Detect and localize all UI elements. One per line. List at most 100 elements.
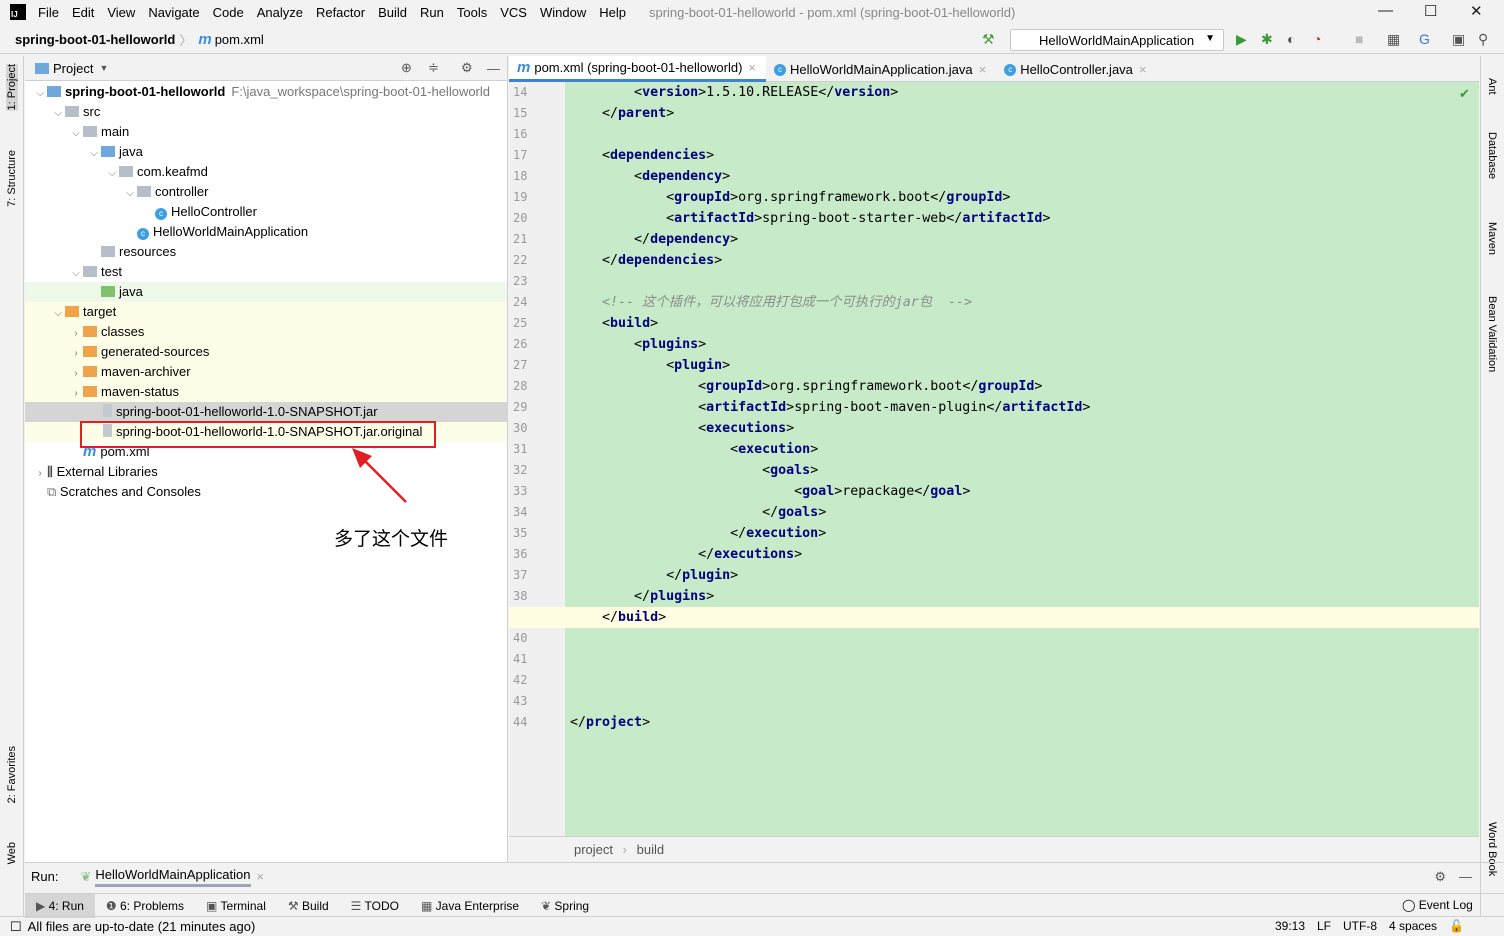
menu-refactor[interactable]: Refactor [315,4,366,20]
tree-item[interactable]: spring-boot-01-helloworld-1.0-SNAPSHOT.j… [25,402,507,422]
tab-helloworldmainapplication.java[interactable]: c HelloWorldMainApplication.java × [766,56,996,82]
chevron-right-icon[interactable]: › [38,468,42,479]
menu-run[interactable]: Run [420,4,444,20]
menu-window[interactable]: Window [539,4,587,20]
chevron-down-icon[interactable]: ⌵ [54,308,62,319]
tool-structure[interactable]: 7: Structure [6,150,18,207]
code-line[interactable]: </parent> [602,106,675,121]
tool-project[interactable]: 1: Project [6,64,18,111]
chevron-right-icon[interactable]: › [74,388,78,399]
chevron-down-icon[interactable]: ⌵ [72,128,80,139]
code-line[interactable]: </dependency> [634,232,739,247]
code-line[interactable]: </plugin> [666,568,739,583]
lock-icon[interactable]: 🔓 [1449,919,1464,933]
chevron-down-icon[interactable]: ⌵ [54,108,62,119]
chevron-right-icon[interactable]: › [74,368,78,379]
tree-item[interactable]: › maven-status [25,382,507,402]
tree-item[interactable]: resources [25,242,507,262]
code-line[interactable]: <groupId>org.springframework.boot</group… [666,190,1011,205]
code-line[interactable]: <plugins> [634,337,707,352]
breadcrumb-project[interactable]: spring-boot-01-helloworld [15,32,176,47]
chevron-right-icon[interactable]: › [74,328,78,339]
coverage-icon[interactable]: ◐ [1287,31,1296,47]
build-hammer-icon[interactable]: ⚒ [982,31,995,47]
crumb-build[interactable]: build [636,842,665,857]
tool-window-problems[interactable]: ❶ 6: Problems [95,894,195,918]
menu-vcs[interactable]: VCS [500,4,527,20]
tool-window-run[interactable]: ▶ 4: Run [25,893,95,918]
code-line[interactable]: <goals> [762,463,819,478]
collapse-all-icon[interactable]: ≑ [428,60,439,75]
chevron-down-icon[interactable]: ⌵ [72,268,80,279]
tree-item[interactable]: ⌵ src [25,102,507,122]
tree-item[interactable]: › generated-sources [25,342,507,362]
tree-item[interactable]: ⌵ java [25,142,507,162]
tool-window-todo[interactable]: ☰ TODO [340,894,410,918]
tool-ant[interactable]: Ant [1486,78,1498,95]
close-icon[interactable]: × [256,869,265,884]
code-line[interactable]: <!-- 这个插件，可以将应用打包成一个可执行的jar包 --> [570,295,973,310]
code-line[interactable]: </goals> [762,505,827,520]
tree-item[interactable]: java [25,282,507,302]
tool-web[interactable]: Web [6,842,18,865]
code-line[interactable]: <plugin> [666,358,731,373]
chevron-down-icon[interactable]: ▼ [99,63,109,73]
menu-navigate[interactable]: Navigate [148,4,200,20]
chevron-right-icon[interactable]: › [74,348,78,359]
code-line[interactable]: </execution> [730,526,827,541]
hide-icon[interactable]: — [487,60,500,76]
tree-item[interactable]: ⌵ controller [25,182,507,202]
terminal-icon[interactable]: ▣ [1452,31,1466,47]
menu-analyze[interactable]: Analyze [256,4,303,20]
profile-icon[interactable]: ◔ [1313,31,1322,47]
chevron-down-icon[interactable]: ⌵ [126,188,134,199]
code-line[interactable]: </build> [565,607,1479,628]
maximize-button[interactable]: ☐ [1424,3,1438,20]
code-line[interactable]: <executions> [698,421,795,436]
tab-hellocontroller.java[interactable]: c HelloController.java × [996,56,1156,82]
project-structure-icon[interactable]: ▦ [1387,31,1401,47]
tree-item[interactable]: › classes [25,322,507,342]
menu-tools[interactable]: Tools [456,4,488,20]
code-line[interactable]: </dependencies> [602,253,723,268]
stop-icon[interactable]: ■ [1355,31,1364,47]
tree-item[interactable]: ⌵ com.keafmd [25,162,507,182]
code-line[interactable]: <build> [602,316,659,331]
close-tab-icon[interactable]: × [1138,61,1147,77]
menu-build[interactable]: Build [378,4,408,20]
tree-item[interactable]: › maven-archiver [25,362,507,382]
tree-item[interactable]: › ⫼ External Libraries [25,462,507,482]
tool-database[interactable]: Database [1486,132,1498,180]
run-icon[interactable]: ▶ [1236,31,1247,47]
code-area[interactable]: <version>1.5.10.RELEASE</version> </pare… [565,82,1479,836]
translate-icon[interactable]: G [1419,31,1430,47]
menu-file[interactable]: File [38,4,59,20]
code-line[interactable]: <version>1.5.10.RELEASE</version> [634,85,899,100]
tree-item[interactable]: ⌵ main [25,122,507,142]
tool-bean-validation[interactable]: Bean Validation [1486,296,1498,373]
tree-item[interactable]: spring-boot-01-helloworld-1.0-SNAPSHOT.j… [25,422,507,442]
tool-window-build[interactable]: ⚒ Build [277,894,340,918]
code-line[interactable]: <artifactId>spring-boot-starter-web</art… [666,211,1051,226]
menu-view[interactable]: View [107,4,136,20]
tree-item[interactable]: ⌵ test [25,262,507,282]
close-window-button[interactable]: ✕ [1470,3,1483,20]
debug-icon[interactable]: ✱ [1261,31,1273,47]
gear-icon[interactable]: ⚙ [461,60,473,75]
tool-window-terminal[interactable]: ▣ Terminal [195,894,277,918]
code-line[interactable]: <groupId>org.springframework.boot</group… [698,379,1043,394]
event-log-button[interactable]: ◯ Event Log [1402,898,1473,912]
encoding[interactable]: UTF-8 [1343,919,1378,933]
code-line[interactable]: <dependencies> [602,148,715,163]
close-tab-icon[interactable]: × [978,61,987,77]
tool-maven[interactable]: Maven [1486,222,1498,256]
line-separator[interactable]: LF [1317,919,1332,933]
search-icon[interactable]: ⚲ [1478,31,1489,47]
caret-position[interactable]: 39:13 [1274,919,1305,933]
tool-window-spring[interactable]: ❦ Spring [530,894,600,918]
run-configuration-select[interactable]: HelloWorldMainApplication ▼ [1010,29,1224,51]
tree-item[interactable]: ⌵ spring-boot-01-helloworld F:\java_worksp… [25,82,507,102]
menu-code[interactable]: Code [212,4,244,20]
code-line[interactable]: <goal>repackage</goal> [794,484,971,499]
menu-edit[interactable]: Edit [71,4,95,20]
